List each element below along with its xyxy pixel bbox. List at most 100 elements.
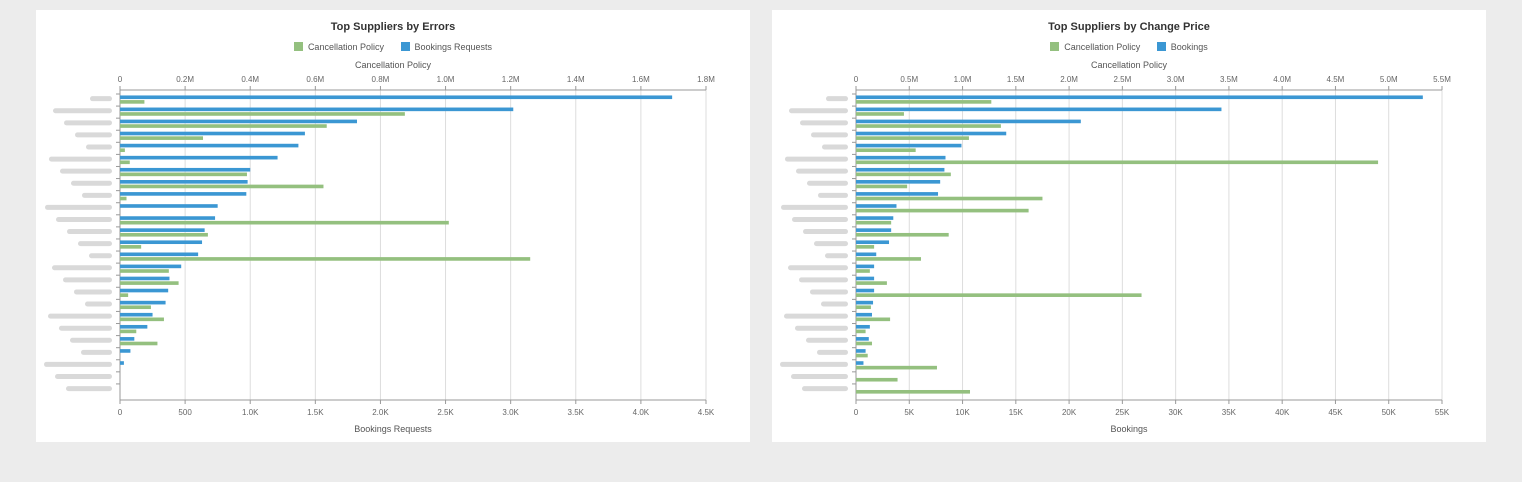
legend-item-bookings-requests[interactable]: Bookings Requests xyxy=(400,42,493,52)
redacted-category-label xyxy=(795,325,848,331)
redacted-category-label xyxy=(800,120,848,126)
redacted-category-label xyxy=(86,144,112,150)
legend-item-cancellation-policy[interactable]: Cancellation Policy xyxy=(293,42,384,52)
bar-bookings xyxy=(856,180,941,184)
bottom-tick-label: 50K xyxy=(1382,408,1397,417)
bottom-tick-label: 4.0K xyxy=(633,408,650,417)
bar-cancellation xyxy=(120,341,158,346)
bar-bookings xyxy=(856,312,872,317)
top-tick-label: 5.0M xyxy=(1380,75,1398,84)
redacted-category-label xyxy=(60,168,112,174)
chart-legend: Cancellation Policy Bookings xyxy=(772,42,1486,52)
bottom-tick-label: 25K xyxy=(1115,408,1130,417)
top-tick-label: 3.5M xyxy=(1220,75,1238,84)
bar-cancellation xyxy=(856,220,892,225)
bar-bookings xyxy=(856,240,890,245)
legend-item-bookings[interactable]: Bookings xyxy=(1156,42,1208,52)
redacted-category-label xyxy=(70,337,112,343)
bar-cancellation xyxy=(120,184,324,189)
top-tick-label: 0.6M xyxy=(306,75,324,84)
top-tick-label: 0 xyxy=(118,75,123,84)
bar-bookings xyxy=(856,276,875,281)
bar-cancellation xyxy=(856,353,868,358)
bar-bookings xyxy=(120,143,299,148)
bar-cancellation xyxy=(856,208,1029,213)
bottom-tick-label: 3.5K xyxy=(568,408,585,417)
bar-bookings xyxy=(856,107,1222,112)
bar-cancellation xyxy=(856,305,871,310)
bottom-tick-label: 30K xyxy=(1169,408,1184,417)
bar-bookings xyxy=(856,131,1007,136)
bottom-tick-label: 2.0K xyxy=(372,408,389,417)
legend-label: Bookings xyxy=(1170,42,1208,52)
bar-cancellation xyxy=(120,172,247,177)
bar-chart-svg: 0 0 0.5M 5K 1.0M 10K 1.5M 15K 2.0M 20K 2.5M 25K 3.0M… xyxy=(780,75,1451,417)
bar-bookings xyxy=(120,312,153,317)
bar-bookings xyxy=(856,324,870,329)
bar-cancellation xyxy=(856,160,1379,165)
bar-cancellation xyxy=(120,232,208,237)
top-tick-label: 1.0M xyxy=(437,75,455,84)
bar-cancellation xyxy=(856,100,992,104)
bottom-tick-label: 0 xyxy=(118,408,123,417)
legend-label: Cancellation Policy xyxy=(307,42,384,52)
bar-cancellation xyxy=(856,136,969,140)
bar-cancellation xyxy=(856,329,866,334)
bottom-axis-title: Bookings Requests xyxy=(354,424,432,434)
bar-bookings xyxy=(120,276,170,281)
top-tick-label: 0.8M xyxy=(372,75,390,84)
bar-bookings xyxy=(856,95,1423,100)
bar-bookings xyxy=(856,337,869,341)
bar-bookings xyxy=(856,216,894,220)
bar-cancellation xyxy=(120,317,164,322)
redacted-category-label xyxy=(817,349,848,355)
redacted-category-label xyxy=(791,374,848,380)
top-axis-title: Cancellation Policy xyxy=(354,60,432,70)
bar-cancellation xyxy=(856,341,872,346)
redacted-category-label xyxy=(48,313,112,319)
redacted-category-label xyxy=(780,361,848,367)
bottom-tick-label: 0 xyxy=(854,408,859,417)
top-tick-label: 1.6M xyxy=(632,75,650,84)
redacted-category-label xyxy=(75,132,112,138)
legend-label: Bookings Requests xyxy=(414,42,493,52)
bar-cancellation xyxy=(120,281,179,285)
legend-item-cancellation-policy[interactable]: Cancellation Policy xyxy=(1050,42,1140,52)
bottom-tick-label: 3.0K xyxy=(502,408,519,417)
redacted-category-label xyxy=(784,313,848,319)
redacted-category-label xyxy=(52,265,112,271)
bar-cancellation xyxy=(856,172,951,177)
bar-cancellation xyxy=(856,377,898,382)
top-tick-label: 4.0M xyxy=(1273,75,1291,84)
bottom-tick-label: 500 xyxy=(178,408,192,417)
bar-bookings xyxy=(120,252,199,257)
legend-swatch-cancellation xyxy=(1050,42,1060,51)
bottom-tick-label: 10K xyxy=(955,408,970,417)
bar-cancellation xyxy=(120,100,145,104)
bar-cancellation xyxy=(120,220,449,225)
legend-swatch-cancellation xyxy=(293,42,303,51)
top-tick-label: 1.2M xyxy=(502,75,520,84)
bar-bookings xyxy=(856,167,945,172)
bar-cancellation xyxy=(856,257,921,261)
redacted-category-label xyxy=(74,289,112,295)
bottom-tick-label: 35K xyxy=(1222,408,1237,417)
bar-chart-svg: 0 0 0.2M 500 0.4M 1.0K 0.6M 1.5K 0.8M 2.0K 1.0M 2.5… xyxy=(44,75,715,417)
chart-legend: Cancellation Policy Bookings Requests xyxy=(36,42,750,52)
redacted-category-label xyxy=(810,289,848,295)
redacted-category-label xyxy=(81,349,112,355)
top-tick-label: 1.0M xyxy=(954,75,972,84)
bar-cancellation xyxy=(856,124,1001,128)
chart-title: Top Suppliers by Change Price xyxy=(1048,21,1210,33)
bar-bookings xyxy=(120,155,278,160)
redacted-category-label xyxy=(785,156,848,162)
top-tick-label: 0.5M xyxy=(900,75,918,84)
redacted-category-label xyxy=(71,180,112,186)
top-tick-label: 5.5M xyxy=(1433,75,1451,84)
top-tick-label: 4.5M xyxy=(1327,75,1345,84)
top-tick-label: 2.0M xyxy=(1060,75,1078,84)
redacted-category-label xyxy=(822,144,848,150)
bottom-tick-label: 15K xyxy=(1009,408,1024,417)
redacted-category-label xyxy=(67,229,112,235)
bar-cancellation xyxy=(856,148,916,153)
